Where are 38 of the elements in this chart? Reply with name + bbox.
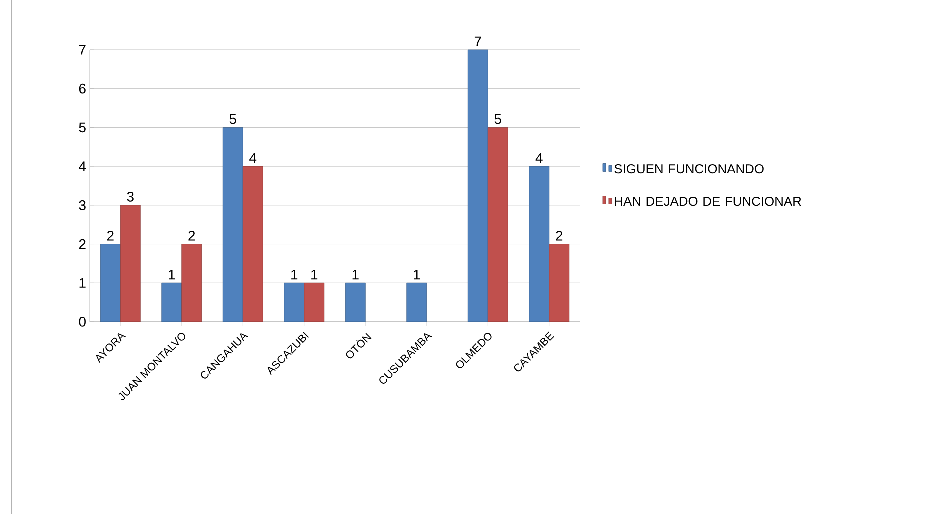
data-label: 5: [494, 114, 502, 124]
legend-label: SIGUEN FUNCIONANDO: [614, 164, 764, 174]
bar: [162, 282, 182, 322]
bar: [488, 128, 508, 322]
data-label: 2: [188, 231, 196, 241]
data-label: 3: [127, 192, 134, 202]
bar: [304, 282, 325, 322]
data-label: 1: [414, 270, 420, 280]
legend-label: HAN DEJADO DE FUNCIONAR: [615, 196, 802, 206]
bar: [284, 282, 305, 322]
y-tick-label: 0: [79, 317, 86, 327]
data-label: 1: [312, 270, 318, 280]
data-label: 7: [474, 36, 482, 46]
y-tick-label: 3: [79, 200, 86, 210]
bar: [182, 244, 202, 322]
bar: [468, 50, 488, 322]
bar: [222, 128, 244, 322]
bar: [242, 166, 264, 322]
y-tick-label: 2: [79, 239, 86, 250]
data-label: 1: [292, 270, 298, 280]
data-label: 5: [230, 114, 236, 124]
bar: [120, 205, 141, 322]
data-label: 4: [536, 153, 543, 164]
data-label: 2: [556, 231, 563, 241]
bar: [549, 244, 570, 322]
y-tick-label: 5: [79, 122, 86, 133]
data-label: 1: [352, 270, 359, 280]
data-label: 1: [169, 270, 176, 280]
data-label: 4: [250, 153, 257, 164]
bar: [529, 166, 550, 322]
y-tick-label: 4: [79, 162, 86, 172]
bar: [100, 244, 121, 322]
bar: [345, 282, 366, 322]
y-tick-label: 1: [80, 278, 86, 288]
bar: [406, 282, 428, 322]
y-tick-label: 7: [79, 45, 86, 55]
y-tick-label: 6: [79, 84, 86, 94]
data-label: 2: [107, 231, 114, 241]
